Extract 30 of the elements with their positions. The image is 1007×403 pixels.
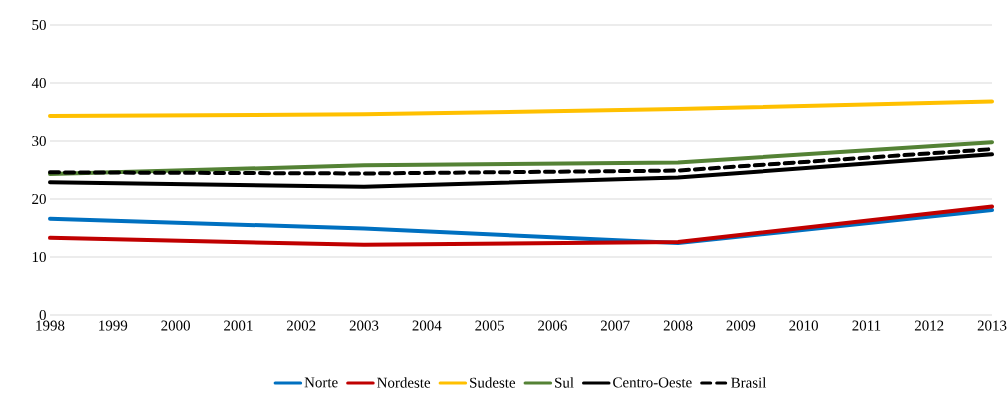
x-tick-label: 2010	[789, 320, 818, 331]
y-tick-label: 50	[32, 19, 46, 31]
x-tick-label: 2008	[663, 320, 693, 331]
line-series	[48, 99, 995, 119]
legend-label: Brasil	[731, 377, 767, 388]
x-tick-label: 2000	[161, 320, 190, 331]
x-tick-label: 1998	[36, 320, 65, 331]
legend-label: Sudeste	[470, 377, 516, 388]
line-series	[48, 140, 995, 177]
x-tick-label: 2001	[224, 320, 253, 331]
y-tick-label: 30	[32, 135, 46, 147]
legend-label: Nordeste	[377, 377, 431, 388]
x-tick-label: 2003	[349, 320, 379, 331]
x-tick-label: 2005	[475, 320, 504, 331]
x-tick-label: 2011	[852, 320, 881, 331]
y-tick-label: 40	[31, 77, 46, 89]
y-tick-label: 10	[32, 251, 46, 263]
x-tick-label: 2012	[914, 320, 944, 331]
legend-label: Norte	[304, 377, 338, 388]
x-tick-label: 2009	[726, 320, 756, 331]
x-tick-label: 2013	[977, 320, 1007, 331]
x-tick-label: 2002	[286, 320, 316, 331]
legend-label: Sul	[555, 377, 574, 388]
x-tick-label: 2007	[600, 320, 630, 331]
y-tick-label: 0	[39, 309, 46, 321]
legend-label: Centro-Oeste	[613, 377, 692, 388]
y-tick-label: 20	[32, 193, 46, 205]
x-tick-label: 2006	[538, 320, 567, 331]
x-tick-label: 2004	[412, 320, 442, 331]
x-tick-label: 1999	[99, 320, 128, 331]
